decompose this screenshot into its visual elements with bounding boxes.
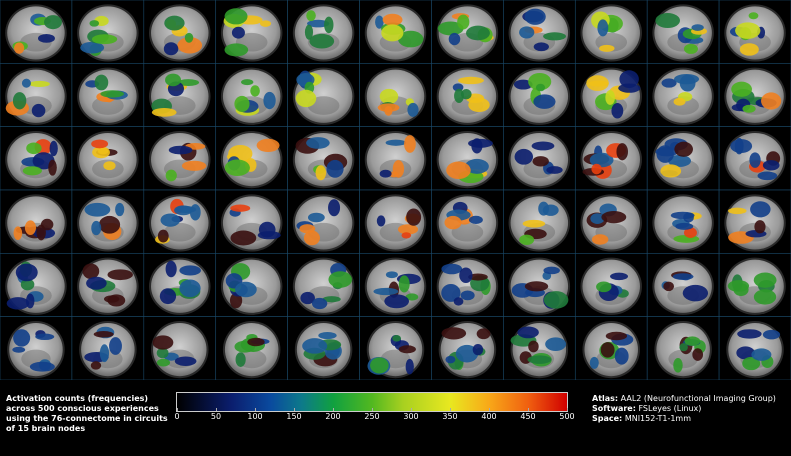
space-line: Space: MNI152-T1-1mm — [592, 414, 692, 423]
colorbar-tick-mark — [489, 408, 490, 411]
brain-slice — [71, 0, 145, 64]
brain-slice — [574, 63, 648, 127]
brain-slice — [646, 253, 720, 317]
brain-slice — [143, 253, 217, 317]
colorbar-tick-label: 50 — [210, 412, 222, 421]
brain-slice — [574, 253, 648, 317]
brain-slice — [287, 253, 360, 317]
brain-slice — [0, 63, 73, 127]
brain-slice — [143, 316, 217, 380]
brain-slice — [718, 253, 791, 317]
brain-slice — [503, 316, 576, 380]
brain-slice — [646, 63, 720, 127]
brain-slice — [215, 316, 288, 380]
colorbar-tick-mark — [255, 408, 256, 411]
colorbar-tick-label: 500 — [559, 412, 575, 421]
brain-slice — [215, 253, 288, 317]
colorbar-tick-mark — [333, 408, 334, 411]
brain-slice — [503, 63, 576, 127]
brain-slice — [431, 253, 504, 317]
brain-slice — [646, 0, 720, 64]
brain-slice — [359, 63, 432, 127]
colorbar-tick-label: 350 — [442, 412, 458, 421]
colorbar — [176, 392, 568, 412]
brain-slice — [359, 126, 432, 191]
brain-slice — [431, 189, 504, 254]
brain-slice — [0, 0, 73, 64]
brain-slice — [359, 253, 432, 317]
brain-slice — [0, 189, 73, 254]
software-line: Software: FSLeyes (Linux) — [592, 404, 702, 413]
figure-caption: Activation counts (frequencies) across 5… — [6, 394, 168, 433]
brain-slice — [574, 0, 648, 64]
brain-slice — [718, 189, 791, 254]
brain-slice — [646, 189, 720, 254]
brain-slice — [71, 126, 145, 191]
brain-slice — [143, 63, 217, 127]
colorbar-tick-label: 200 — [325, 412, 341, 421]
brain-slice — [143, 0, 217, 64]
brain-slice — [287, 126, 360, 191]
colorbar-tick-label: 300 — [403, 412, 419, 421]
colorbar-tick-mark — [216, 408, 217, 411]
brain-slice — [503, 253, 576, 317]
footer: Activation counts (frequencies) across 5… — [0, 380, 791, 456]
colorbar-tick-mark — [177, 408, 178, 411]
brain-slice — [646, 126, 720, 191]
brain-slice — [215, 63, 288, 127]
colorbar-tick-label: 0 — [174, 412, 180, 421]
atlas-line: Atlas: AAL2 (Neurofunctional Imaging Gro… — [592, 394, 776, 403]
brain-slice — [0, 316, 73, 380]
colorbar-tick-mark — [528, 408, 529, 411]
brain-slice — [718, 63, 791, 127]
brain-slice — [0, 253, 73, 317]
brain-slice — [215, 126, 288, 191]
brain-slice — [503, 126, 576, 191]
colorbar-tick-mark — [567, 408, 568, 411]
brain-slice-grid — [0, 0, 791, 380]
brain-slice — [431, 316, 504, 380]
brain-slice — [287, 316, 360, 380]
colorbar-tick-label: 100 — [247, 412, 263, 421]
colorbar-tick-label: 250 — [364, 412, 380, 421]
brain-slice — [287, 63, 360, 127]
brain-slice — [574, 126, 648, 191]
colorbar-tick-mark — [372, 408, 373, 411]
brain-slice — [431, 126, 504, 191]
brain-slice — [71, 253, 145, 317]
brain-slice — [574, 189, 648, 254]
brain-slice — [359, 316, 432, 380]
colorbar-tick-label: 150 — [286, 412, 302, 421]
metadata: Atlas: AAL2 (Neurofunctional Imaging Gro… — [592, 394, 787, 424]
brain-slice — [718, 126, 791, 191]
brain-slice — [646, 316, 720, 380]
brain-slice — [215, 0, 288, 64]
brain-slice — [71, 189, 145, 254]
brain-slice — [718, 0, 791, 64]
colorbar-tick-label: 450 — [520, 412, 536, 421]
brain-slice — [718, 316, 791, 380]
brain-slice — [0, 126, 73, 191]
brain-slice — [503, 189, 576, 254]
brain-slice — [71, 63, 145, 127]
brain-slice — [431, 63, 504, 127]
brain-slice — [215, 189, 288, 254]
brain-slice — [287, 189, 360, 254]
colorbar-ticks: 0 50 100 150 200 250 300 350 400 450 500 — [174, 408, 575, 424]
brain-slice — [143, 126, 217, 191]
brain-slice — [503, 0, 576, 64]
colorbar-tick-mark — [450, 408, 451, 411]
colorbar-tick-mark — [294, 408, 295, 411]
brain-slice — [287, 0, 360, 64]
brain-slice — [574, 316, 648, 380]
colorbar-tick-mark — [411, 408, 412, 411]
brain-slice — [431, 0, 504, 64]
colorbar-tick-label: 400 — [481, 412, 497, 421]
brain-slice — [71, 316, 145, 380]
brain-slice — [359, 189, 432, 254]
brain-slice — [143, 189, 217, 254]
brain-slice — [359, 0, 432, 64]
